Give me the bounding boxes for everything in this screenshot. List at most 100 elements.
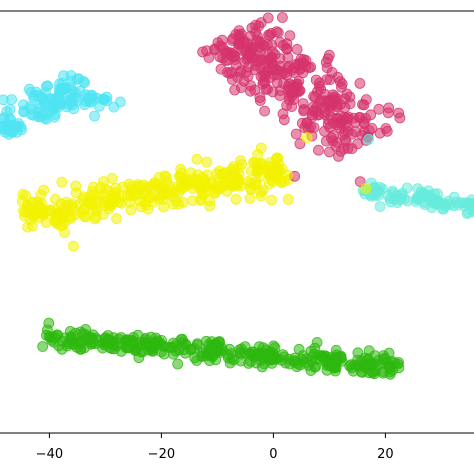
scatter-point [354,78,366,89]
scatter-point [269,342,281,354]
scatter-point [354,112,366,123]
scatter-point [263,167,274,178]
scatter-point [191,339,203,351]
scatter-point [83,94,94,106]
scatter-point [60,196,72,208]
scatter-point [204,200,216,212]
scatter-point [383,360,395,372]
scatter-point [230,193,242,205]
scatter-point [45,204,56,216]
scatter-point [328,130,339,141]
scatter-point [282,193,294,205]
scatter-point [243,61,254,73]
scatter-point [20,190,32,201]
scatter-point [265,28,277,39]
scatter-point [276,12,288,23]
scatter-point [4,104,16,115]
scatter-point [363,133,375,145]
scatter-point [286,90,298,102]
scatter-point [246,52,258,64]
scatter-point [387,192,399,204]
scatter-point [266,194,277,206]
scatter-point [179,173,191,184]
scatter-point [56,176,68,188]
scatter-point [354,176,366,188]
scatter-point [255,186,267,198]
scatter-point [178,344,190,356]
scatter-point [148,196,160,207]
scatter-point [255,71,267,82]
scatter-point [52,92,64,103]
scatter-point [325,111,337,123]
scatter-point [299,122,311,134]
scatter-point [374,201,386,213]
scatter-point [12,121,24,133]
scatter-point [27,220,38,232]
scatter-point [321,74,333,85]
scatter-point [50,193,61,205]
scatter-point [170,339,182,351]
scatter-point [367,367,379,379]
scatter-point [326,67,338,78]
scatter-point [47,103,59,115]
scatter-point [284,30,296,41]
scatter-point [301,132,313,144]
scatter-point [394,112,406,124]
scatter-point [313,144,324,156]
scatter-point [25,86,37,98]
scatter-point [252,149,264,160]
scatter-point [71,95,83,107]
scatter-point [191,153,203,165]
scatter-point [263,49,274,61]
scatter-point [102,330,114,341]
scatter-point [225,66,237,78]
scatter-point [360,94,372,105]
scatter-point [286,101,298,112]
scatter-point [393,357,405,368]
x-axis: −40 −20 0 20 [36,433,394,462]
scatter-point [206,178,218,190]
scatter-point [108,101,120,113]
scatter-point [73,73,85,85]
scatter-point [360,183,372,195]
scatter-point [293,343,305,355]
scatter-point [230,29,242,40]
x-tick-label: 20 [377,447,394,462]
scatter-point [101,95,112,107]
scatter-point [134,340,145,352]
scatter-point [297,67,309,79]
scatter-point [18,106,30,118]
scatter-point [371,359,383,371]
scatter-point [469,200,474,212]
scatter-point [161,176,173,188]
scatter-point [328,362,340,374]
scatter-point [57,219,69,231]
scatter-point [35,189,47,201]
scatter-point [230,179,242,191]
scatter-point [235,155,246,167]
scatter-point [295,53,307,65]
scatter-point [197,46,209,58]
scatter-point [334,122,346,134]
scatter-point [82,334,94,346]
scatter-point [98,188,110,200]
scatter-point [37,93,48,105]
scatter-point [89,110,100,122]
scatter-point [156,189,168,201]
scatter-point [123,334,134,346]
scatter-point [67,334,78,345]
scatter-point [172,358,184,370]
scatter-point [253,20,265,32]
scatter-point [0,113,10,125]
scatter-point [214,165,225,177]
scatter-point [317,352,328,363]
scatter-point [373,103,385,115]
scatter-point [215,63,227,75]
scatter-point [259,105,271,117]
scatter-point [226,50,238,62]
scatter-point [335,81,347,93]
scatter-point [107,197,118,209]
scatter-point [418,187,430,199]
scatter-point [212,37,224,48]
scatter-point [383,102,395,114]
